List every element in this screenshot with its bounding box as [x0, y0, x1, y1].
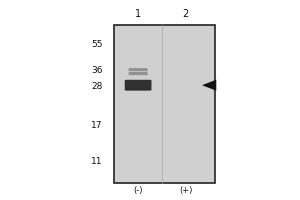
- Text: 36: 36: [91, 66, 102, 75]
- Text: (-): (-): [134, 186, 143, 195]
- Text: 2: 2: [182, 9, 189, 19]
- FancyBboxPatch shape: [125, 80, 152, 91]
- Text: 17: 17: [91, 121, 102, 130]
- FancyBboxPatch shape: [129, 72, 148, 75]
- Text: 28: 28: [91, 82, 102, 91]
- Text: 11: 11: [91, 157, 102, 166]
- Text: (+): (+): [179, 186, 192, 195]
- Text: 55: 55: [91, 40, 102, 49]
- FancyBboxPatch shape: [129, 68, 148, 71]
- Bar: [114, 25, 215, 183]
- Polygon shape: [202, 80, 216, 91]
- Text: 1: 1: [135, 9, 141, 19]
